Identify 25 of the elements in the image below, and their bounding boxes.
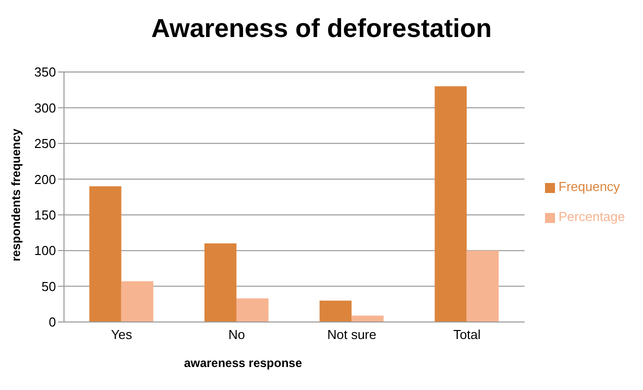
x-tick-label: Yes	[110, 327, 133, 342]
x-tick-label: Total	[453, 327, 481, 342]
legend-label: Frequency	[558, 179, 620, 194]
bar	[204, 243, 236, 322]
bar	[89, 186, 122, 322]
bar	[434, 86, 467, 322]
y-axis-title: respondents frequency	[9, 128, 23, 264]
bar	[466, 250, 499, 322]
y-tick-label: 200	[34, 172, 56, 187]
bar	[320, 300, 352, 322]
bar	[121, 281, 154, 322]
chart-title: Awareness of deforestation	[150, 12, 493, 45]
bar	[352, 316, 384, 322]
y-tick-label: 300	[34, 100, 56, 116]
y-tick-label: 350	[34, 64, 56, 80]
y-tick-label: 100	[34, 243, 56, 258]
x-tick-label: Not sure	[327, 327, 376, 342]
y-tick-label: 50	[42, 278, 56, 294]
legend-label: Percentage	[558, 209, 625, 224]
bar	[236, 298, 268, 322]
x-axis-title: awareness response	[182, 356, 304, 370]
y-tick-label: 250	[34, 136, 56, 152]
x-tick-label: No	[228, 327, 245, 342]
y-tick-label: 150	[34, 207, 56, 222]
y-tick-label: 0	[48, 314, 56, 330]
